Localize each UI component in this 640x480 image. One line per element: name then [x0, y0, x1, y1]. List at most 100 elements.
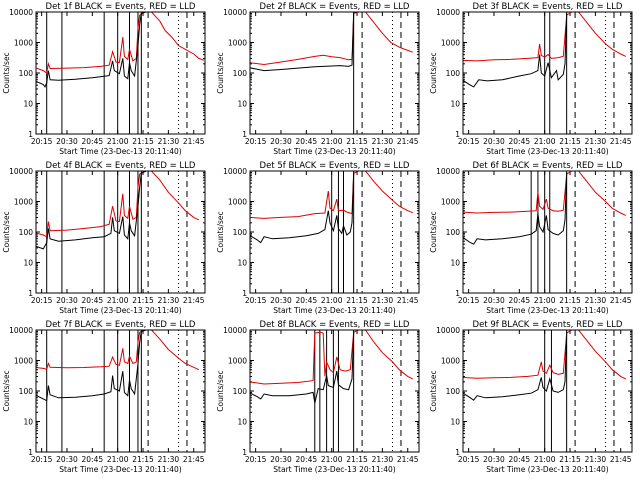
- chart6-xtick-label: 20:15: [458, 296, 480, 305]
- chart6-ytick-label: 1000: [441, 198, 460, 207]
- chart5-xtick-label: 20:30: [270, 296, 292, 305]
- chart2-series-events: [250, 12, 355, 72]
- chart8-ylabel: Counts/sec: [216, 370, 225, 411]
- chart4-ytick-label: 1000: [14, 198, 33, 207]
- chart3-series-lld: [463, 12, 627, 62]
- chart9-series-lld: [463, 330, 627, 380]
- chart9-xlabel: Start Time (23-Dec-13 20:11:40): [486, 465, 608, 474]
- chart4-xtick-label: 21:15: [132, 296, 154, 305]
- chart3-ytick-label: 100: [446, 69, 461, 78]
- chart8-xtick-label: 20:15: [245, 455, 267, 464]
- chart4: Det 4f BLACK = Events, RED = LLD Counts/s…: [2, 161, 206, 315]
- chart7-xtick-label: 21:15: [132, 455, 154, 464]
- chart2-series-lld: [250, 12, 413, 66]
- chart5-ytick-label: 10: [237, 259, 247, 268]
- chart7-ytick-label: 100: [19, 387, 34, 396]
- chart8-series-events: [250, 331, 355, 404]
- chart5-ytick-label: 10000: [223, 167, 247, 176]
- chart5-ylabel: Counts/sec: [216, 211, 225, 252]
- chart5-xlabel: Start Time (23-Dec-13 20:11:40): [273, 306, 395, 315]
- chart7-title: Det 7f BLACK = Events, RED = LLD: [46, 320, 196, 330]
- chart5-frame: [249, 170, 420, 294]
- chart6-frame: [462, 170, 633, 294]
- chart9-frame: [462, 329, 633, 453]
- chart2-ylabel: Counts/sec: [216, 52, 225, 93]
- chart5-series-events: [250, 172, 355, 244]
- chart2-xtick-label: 21:00: [321, 137, 343, 146]
- chart9-xtick-label: 20:30: [483, 455, 505, 464]
- chart1-ytick-label: 10000: [9, 8, 33, 17]
- chart8-ytick-label: 10: [237, 418, 247, 427]
- chart1-ytick-label: 10: [23, 100, 33, 109]
- chart3-title: Det 3f BLACK = Events, RED = LLD: [473, 2, 623, 12]
- chart1-xtick-label: 21:00: [107, 137, 129, 146]
- chart5-ytick-label: 1: [242, 289, 247, 298]
- chart8-xtick-label: 21:30: [372, 455, 394, 464]
- chart4-frame: [35, 170, 206, 294]
- chart6-xtick-label: 21:15: [559, 296, 581, 305]
- chart7-xlabel: Start Time (23-Dec-13 20:11:40): [59, 465, 181, 474]
- chart4-series-lld: [36, 171, 200, 238]
- chart8-ytick-label: 1000: [228, 357, 247, 366]
- chart3-ytick-label: 1000: [441, 39, 460, 48]
- chart5-xtick-label: 21:30: [372, 296, 394, 305]
- chart4-ytick-label: 100: [19, 228, 34, 237]
- chart9-ytick-label: 1000: [441, 357, 460, 366]
- chart5-xtick-label: 20:45: [296, 296, 318, 305]
- chart8-ytick-label: 100: [233, 387, 248, 396]
- chart3-xtick-label: 20:15: [458, 137, 480, 146]
- chart5: Det 5f BLACK = Events, RED = LLD Counts/s…: [216, 161, 420, 315]
- chart9-xtick-label: 20:45: [509, 455, 531, 464]
- chart2-ytick-label: 1000: [228, 39, 247, 48]
- chart6-series-events: [463, 172, 568, 245]
- chart1-series-lld: [36, 12, 205, 74]
- chart6-ytick-label: 1: [455, 289, 460, 298]
- chart6-xtick-label: 21:30: [585, 296, 607, 305]
- chart1-xtick-label: 20:45: [82, 137, 104, 146]
- chart2-frame: [249, 11, 420, 135]
- chart1-ytick-label: 1000: [14, 39, 33, 48]
- chart7-ytick-label: 10: [23, 418, 33, 427]
- chart5-xtick-label: 20:15: [245, 296, 267, 305]
- chart2-ytick-label: 100: [233, 69, 248, 78]
- chart3-xtick-label: 21:30: [585, 137, 607, 146]
- chart6-xtick-label: 21:00: [534, 296, 556, 305]
- chart9-xtick-label: 21:45: [610, 455, 632, 464]
- chart4-title: Det 4f BLACK = Events, RED = LLD: [46, 161, 196, 171]
- chart3-ytick-label: 1: [455, 130, 460, 139]
- chart3-ytick-label: 10000: [436, 8, 460, 17]
- chart7-series-lld: [36, 330, 200, 371]
- chart2-title: Det 2f BLACK = Events, RED = LLD: [260, 2, 410, 12]
- chart7-xtick-label: 20:45: [82, 455, 104, 464]
- chart1-xtick-label: 21:30: [158, 137, 180, 146]
- chart3-xtick-label: 21:45: [610, 137, 632, 146]
- chart2-ytick-label: 1: [242, 130, 247, 139]
- chart3-series-events: [463, 13, 568, 88]
- chart1-xtick-label: 21:45: [183, 137, 205, 146]
- chart3-ytick-label: 10: [450, 100, 460, 109]
- chart8-title: Det 8f BLACK = Events, RED = LLD: [260, 320, 410, 330]
- chart9: Det 9f BLACK = Events, RED = LLD Counts/s…: [429, 320, 633, 474]
- chart2-xtick-label: 20:45: [296, 137, 318, 146]
- chart3: Det 3f BLACK = Events, RED = LLD Counts/s…: [429, 2, 633, 156]
- chart7-ylabel: Counts/sec: [2, 370, 11, 411]
- chart1-series-events: [36, 12, 150, 88]
- chart5-ytick-label: 100: [233, 228, 248, 237]
- chart6-xtick-label: 21:45: [610, 296, 632, 305]
- chart2-ytick-label: 10: [237, 100, 247, 109]
- chart4-ylabel: Counts/sec: [2, 211, 11, 252]
- chart7-xtick-label: 21:30: [158, 455, 180, 464]
- chart1: Det 1f BLACK = Events, RED = LLD Counts/s…: [2, 2, 206, 156]
- chart4-xtick-label: 20:15: [31, 296, 53, 305]
- chart8-xtick-label: 21:15: [346, 455, 368, 464]
- chart2-xlabel: Start Time (23-Dec-13 20:11:40): [273, 147, 395, 156]
- chart1-xtick-label: 20:30: [56, 137, 78, 146]
- chart7-xtick-label: 21:45: [183, 455, 205, 464]
- chart6-ytick-label: 100: [446, 228, 461, 237]
- chart2: Det 2f BLACK = Events, RED = LLD Counts/s…: [216, 2, 420, 156]
- chart6-series-lld: [463, 171, 627, 216]
- chart8-xtick-label: 20:45: [296, 455, 318, 464]
- chart7-ytick-label: 1: [28, 448, 33, 457]
- chart5-xtick-label: 21:00: [321, 296, 343, 305]
